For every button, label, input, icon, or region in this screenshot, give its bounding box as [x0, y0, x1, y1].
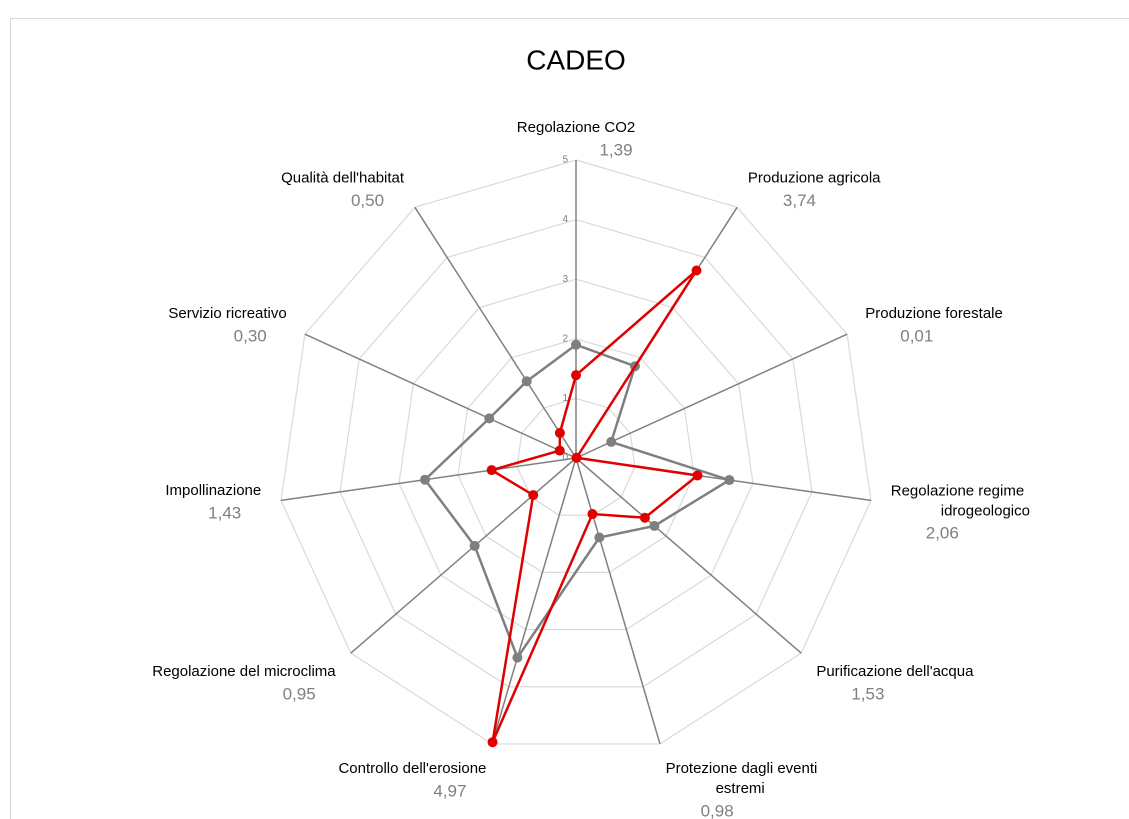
value-label: 2,06 [926, 524, 959, 543]
grid-ring [280, 159, 872, 745]
category-label: Controllo dell'erosione [338, 760, 486, 777]
data-point [554, 427, 565, 438]
value-label: 1,53 [851, 685, 884, 704]
series-line [423, 343, 733, 661]
data-point [528, 490, 539, 501]
data-point [571, 370, 581, 381]
spoke [491, 457, 577, 745]
category-label: Qualità dell'habitat [281, 169, 405, 186]
spoke [414, 206, 577, 459]
data-point [691, 265, 702, 276]
data-point [571, 339, 581, 350]
value-label: 0,50 [351, 191, 384, 210]
grid-ring [398, 278, 754, 631]
category-label: Produzione forestale [865, 305, 1003, 322]
data-point [594, 532, 605, 543]
spoke [350, 457, 577, 654]
data-point [486, 465, 497, 476]
category-label: Protezione dagli eventi estremi [666, 760, 818, 797]
value-label: 3,74 [783, 191, 816, 210]
data-point [571, 452, 582, 463]
data-point [521, 376, 532, 387]
category-label: Produzione agricola [748, 169, 881, 186]
data-point [649, 520, 660, 531]
spoke [304, 333, 577, 459]
data-point [419, 474, 430, 485]
r-tick-label: 2 [562, 333, 568, 344]
value-label: 0,01 [900, 326, 933, 345]
grid-ring [339, 218, 813, 688]
data-point [692, 470, 703, 481]
category-label: Impollinazione [165, 482, 261, 499]
r-tick-label: 5 [562, 155, 568, 166]
category-label: Purificazione dell'acqua [816, 663, 974, 680]
spoke [575, 333, 848, 459]
spoke [575, 457, 802, 654]
r-tick-label: 3 [562, 274, 568, 285]
value-label: 0,95 [283, 685, 316, 704]
value-label: 1,43 [208, 504, 241, 523]
data-point [587, 509, 598, 520]
data-point [639, 512, 650, 523]
category-label: Servizio ricreativo [168, 305, 286, 322]
data-point [606, 436, 617, 447]
value-label: 1,39 [599, 140, 632, 159]
value-label: 4,97 [433, 782, 466, 801]
grid-ring [516, 397, 636, 516]
category-label: Regolazione CO2 [517, 119, 635, 136]
category-label: Regolazione regime idrogeologico [891, 482, 1030, 519]
chart-title: CADEO [526, 44, 626, 75]
data-point [484, 413, 495, 424]
category-label: Regolazione del microclima [152, 663, 336, 680]
value-label: 0,30 [234, 326, 267, 345]
value-label: 0,98 [701, 802, 734, 819]
data-point [554, 445, 565, 456]
data-point [724, 475, 735, 486]
r-tick-label: 1 [562, 393, 568, 404]
spoke [575, 457, 661, 745]
data-point [487, 737, 498, 748]
data-point [512, 652, 523, 663]
r-tick-label: 0 [562, 453, 568, 464]
r-tick-label: 4 [562, 214, 568, 225]
data-point [469, 540, 480, 551]
chart-frame [10, 18, 1129, 819]
